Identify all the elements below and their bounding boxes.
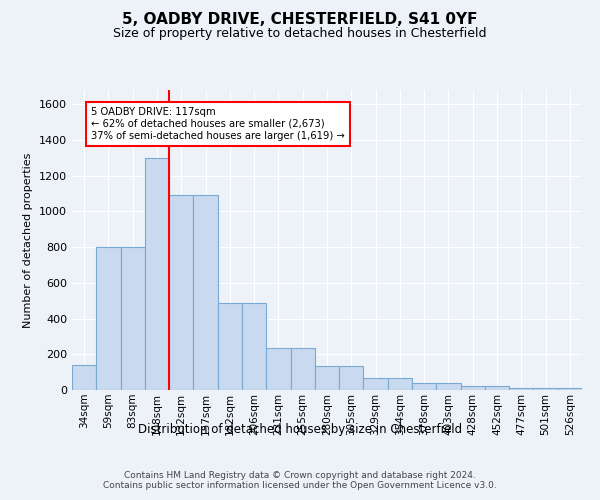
Bar	[266, 348, 290, 390]
Bar	[364, 378, 388, 390]
Bar	[461, 386, 485, 390]
Bar	[242, 302, 266, 390]
Text: 5, OADBY DRIVE, CHESTERFIELD, S41 0YF: 5, OADBY DRIVE, CHESTERFIELD, S41 0YF	[122, 12, 478, 28]
Bar	[388, 378, 412, 390]
Bar	[509, 388, 533, 390]
Bar	[145, 158, 169, 390]
Bar	[218, 302, 242, 390]
Bar	[169, 196, 193, 390]
Bar	[558, 388, 582, 390]
Bar	[193, 196, 218, 390]
Text: Size of property relative to detached houses in Chesterfield: Size of property relative to detached ho…	[113, 28, 487, 40]
Bar	[412, 383, 436, 390]
Bar	[533, 388, 558, 390]
Y-axis label: Number of detached properties: Number of detached properties	[23, 152, 34, 328]
Text: 5 OADBY DRIVE: 117sqm
← 62% of detached houses are smaller (2,673)
37% of semi-d: 5 OADBY DRIVE: 117sqm ← 62% of detached …	[91, 108, 345, 140]
Bar	[436, 383, 461, 390]
Text: Contains HM Land Registry data © Crown copyright and database right 2024.
Contai: Contains HM Land Registry data © Crown c…	[103, 470, 497, 490]
Bar	[72, 365, 96, 390]
Bar	[290, 348, 315, 390]
Bar	[485, 386, 509, 390]
Bar	[315, 366, 339, 390]
Bar	[121, 247, 145, 390]
Bar	[96, 247, 121, 390]
Bar	[339, 366, 364, 390]
Text: Distribution of detached houses by size in Chesterfield: Distribution of detached houses by size …	[138, 422, 462, 436]
